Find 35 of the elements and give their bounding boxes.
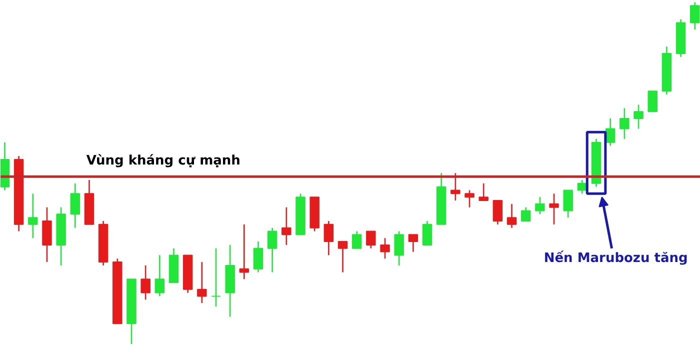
candlestick (408, 234, 418, 252)
candlestick (211, 248, 221, 308)
candlestick (648, 90, 658, 112)
candlestick (478, 182, 488, 202)
candlestick (394, 230, 404, 266)
candlestick (324, 220, 334, 256)
candlestick (197, 261, 207, 304)
candlestick (464, 190, 474, 208)
annotation: Nến Marubozu tăng (544, 250, 688, 266)
candlestick (690, 2, 700, 30)
candlestick (520, 206, 531, 222)
candlestick (620, 108, 630, 140)
candlestick (450, 172, 460, 202)
candlestick (605, 118, 616, 146)
candlestick (492, 200, 503, 226)
candlestick (380, 237, 390, 260)
candlestick (282, 206, 292, 246)
candlestick (338, 240, 348, 273)
candlestick (267, 227, 278, 273)
ref-line-label: Vùng kháng cự mạnh (86, 154, 240, 169)
candlestick (352, 230, 362, 250)
candlestick (239, 224, 250, 280)
candlestick (563, 190, 573, 218)
candlestick (634, 104, 644, 130)
candlestick (70, 182, 80, 228)
candlestick (42, 206, 52, 263)
candlestick (28, 193, 38, 239)
candlestick (506, 203, 517, 228)
candlestick (366, 230, 376, 250)
candlestick (154, 254, 165, 297)
candlestick (253, 240, 264, 273)
candlestick (422, 220, 432, 246)
candlestick (535, 196, 545, 215)
candlestick (549, 193, 559, 226)
candlestick (140, 264, 150, 300)
